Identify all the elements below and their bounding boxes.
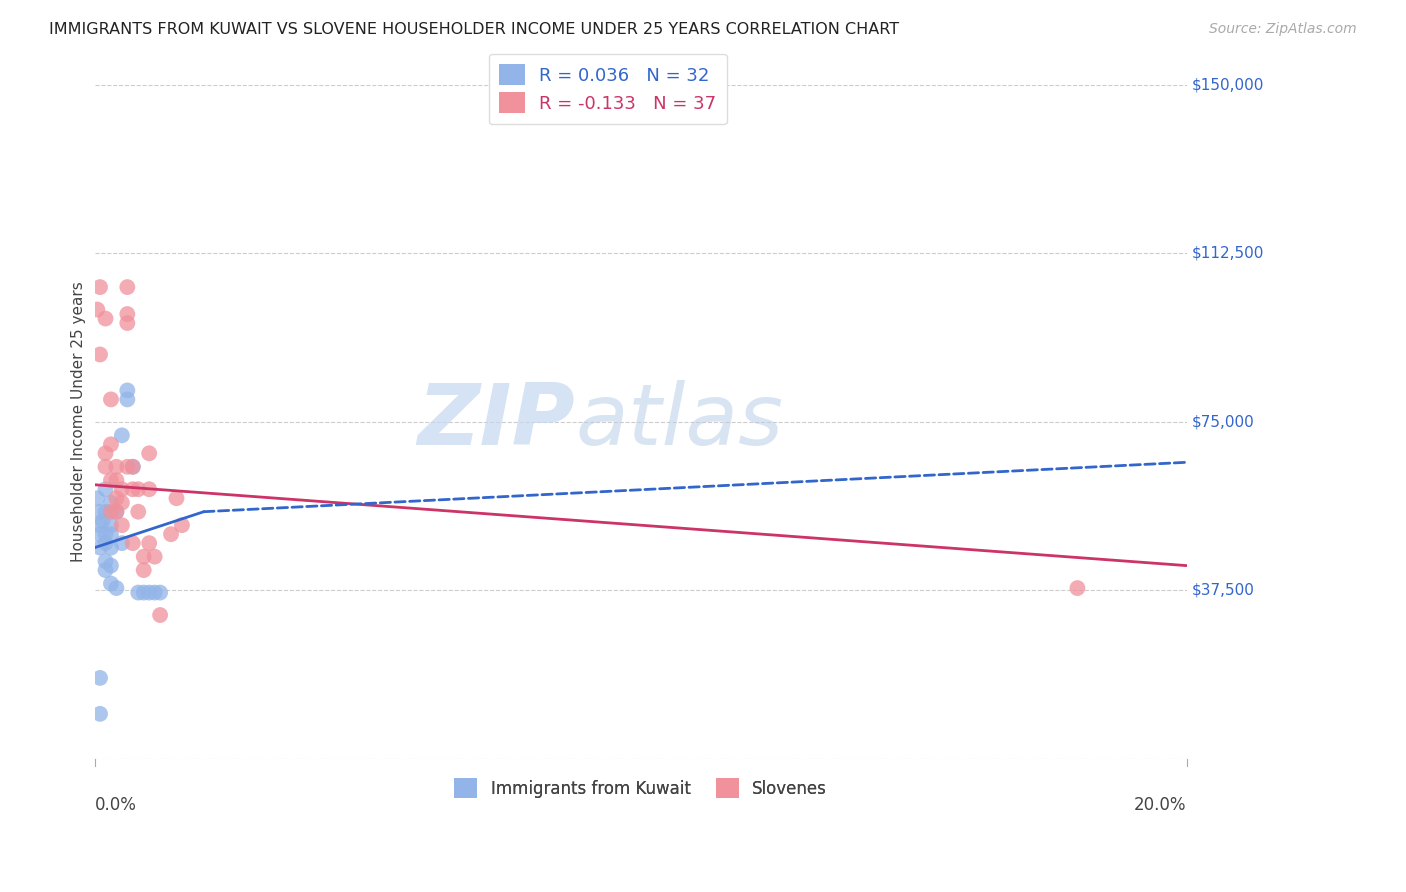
- Point: [89, 671, 111, 685]
- Point: [100, 558, 122, 573]
- Point: [105, 505, 128, 519]
- Point: [94, 311, 117, 326]
- Point: [100, 576, 122, 591]
- Text: Source: ZipAtlas.com: Source: ZipAtlas.com: [1209, 22, 1357, 37]
- Point: [111, 496, 134, 510]
- Point: [86, 302, 108, 317]
- Point: [91, 514, 114, 528]
- Y-axis label: Householder Income Under 25 years: Householder Income Under 25 years: [72, 282, 86, 562]
- Point: [100, 473, 122, 487]
- Point: [117, 392, 139, 407]
- Text: atlas: atlas: [575, 380, 783, 463]
- Point: [1066, 581, 1088, 595]
- Legend: Immigrants from Kuwait, Slovenes: Immigrants from Kuwait, Slovenes: [444, 769, 837, 808]
- Text: 20.0%: 20.0%: [1135, 796, 1187, 814]
- Point: [105, 473, 128, 487]
- Text: ZIP: ZIP: [418, 380, 575, 463]
- Text: $150,000: $150,000: [1192, 78, 1264, 93]
- Point: [117, 384, 139, 398]
- Point: [132, 549, 155, 564]
- Point: [143, 585, 166, 599]
- Point: [117, 307, 139, 321]
- Point: [94, 459, 117, 474]
- Text: IMMIGRANTS FROM KUWAIT VS SLOVENE HOUSEHOLDER INCOME UNDER 25 YEARS CORRELATION : IMMIGRANTS FROM KUWAIT VS SLOVENE HOUSEH…: [49, 22, 900, 37]
- Point: [105, 459, 128, 474]
- Point: [94, 446, 117, 460]
- Point: [111, 428, 134, 442]
- Point: [121, 459, 143, 474]
- Point: [121, 536, 143, 550]
- Point: [132, 563, 155, 577]
- Point: [100, 392, 122, 407]
- Point: [170, 518, 193, 533]
- Point: [121, 459, 143, 474]
- Point: [105, 505, 128, 519]
- Point: [117, 316, 139, 330]
- Point: [100, 541, 122, 555]
- Point: [105, 491, 128, 506]
- Point: [149, 607, 172, 622]
- Point: [94, 536, 117, 550]
- Point: [94, 563, 117, 577]
- Point: [89, 527, 111, 541]
- Point: [100, 505, 122, 519]
- Point: [105, 581, 128, 595]
- Point: [89, 518, 111, 533]
- Point: [94, 505, 117, 519]
- Point: [86, 491, 108, 506]
- Point: [117, 280, 139, 294]
- Point: [89, 280, 111, 294]
- Point: [94, 527, 117, 541]
- Point: [127, 505, 149, 519]
- Text: $75,000: $75,000: [1192, 415, 1254, 429]
- Point: [166, 491, 188, 506]
- Point: [121, 482, 143, 496]
- Point: [111, 518, 134, 533]
- Point: [138, 536, 160, 550]
- Point: [89, 505, 111, 519]
- Point: [117, 459, 139, 474]
- Point: [132, 585, 155, 599]
- Point: [127, 585, 149, 599]
- Point: [100, 496, 122, 510]
- Point: [138, 585, 160, 599]
- Point: [138, 446, 160, 460]
- Point: [111, 482, 134, 496]
- Point: [89, 347, 111, 361]
- Point: [127, 482, 149, 496]
- Point: [94, 482, 117, 496]
- Point: [149, 585, 172, 599]
- Text: 0.0%: 0.0%: [94, 796, 136, 814]
- Point: [138, 482, 160, 496]
- Text: $37,500: $37,500: [1192, 582, 1256, 598]
- Point: [100, 527, 122, 541]
- Point: [100, 518, 122, 533]
- Point: [111, 536, 134, 550]
- Text: $112,500: $112,500: [1192, 246, 1264, 260]
- Point: [100, 437, 122, 451]
- Point: [89, 541, 111, 555]
- Point: [160, 527, 183, 541]
- Point: [143, 549, 166, 564]
- Point: [94, 554, 117, 568]
- Point: [89, 706, 111, 721]
